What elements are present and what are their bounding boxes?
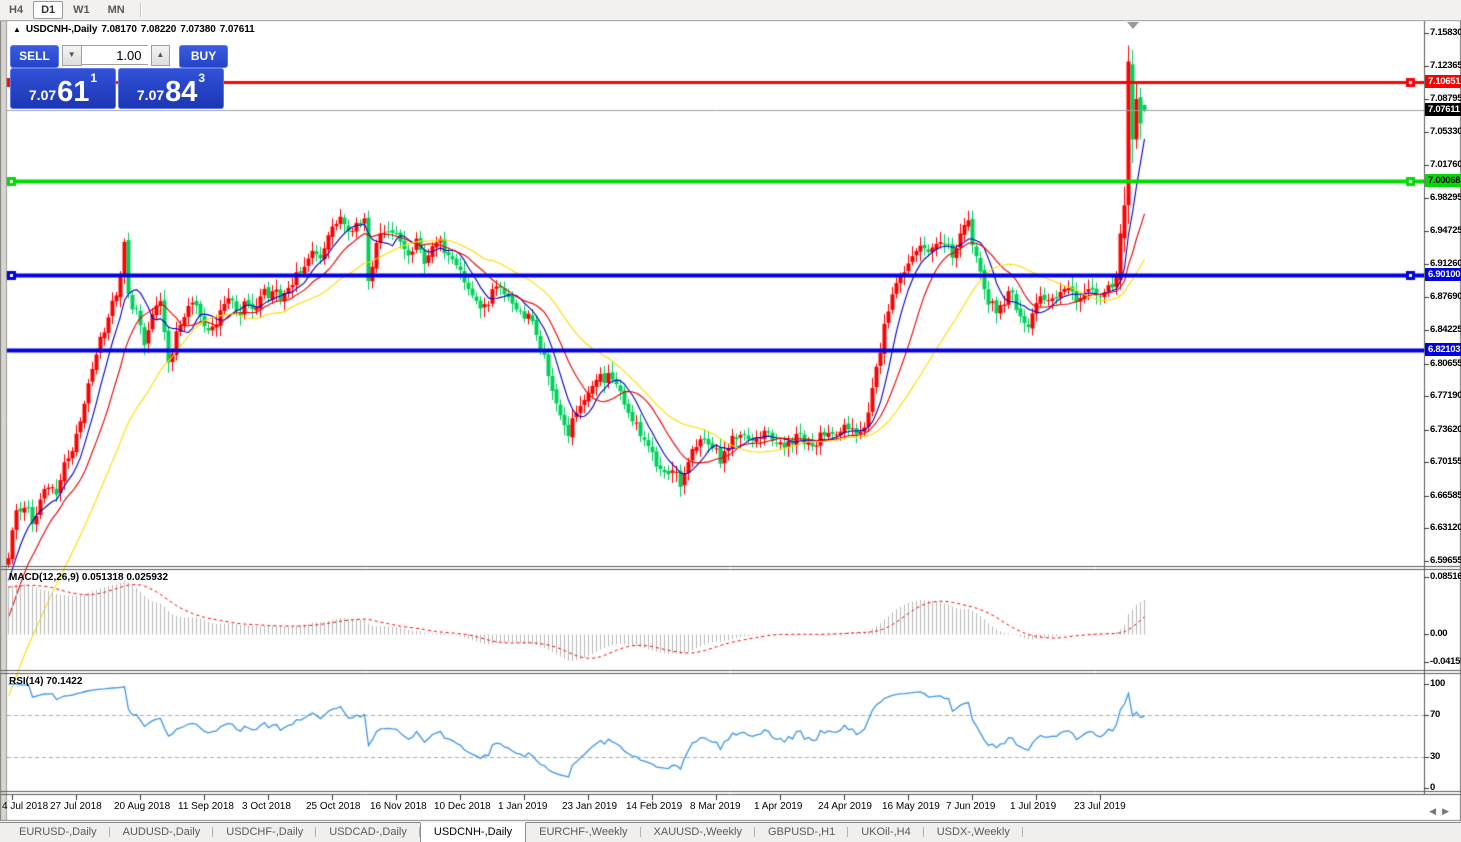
ohlc-low: 7.07380 [180, 24, 216, 35]
level-price-badge: 6.82103 [1425, 343, 1461, 356]
volume-input[interactable] [81, 45, 148, 65]
date-axis-label: 1 Jul 2019 [1010, 801, 1057, 812]
volume-increase-button[interactable]: ▲ [150, 45, 171, 66]
buy-price-big: 84 [165, 76, 198, 108]
price-tick-label: 6.87690 [1430, 291, 1461, 303]
chart-scroll-arrows[interactable]: ◀▶ [1429, 806, 1455, 817]
chart-tab-audusd[interactable]: AUDUSD-,Daily [110, 823, 214, 842]
scroll-left-icon: ◀ [1429, 806, 1443, 816]
date-axis-label: 3 Oct 2018 [242, 801, 291, 812]
date-axis-label: 8 Mar 2019 [690, 801, 741, 812]
date-axis-label: 20 Aug 2018 [114, 801, 171, 812]
level-price-badge: 7.00068 [1425, 174, 1461, 187]
macd-value-signal: 0.025932 [126, 572, 169, 583]
scroll-right-icon: ▶ [1442, 806, 1455, 816]
chart-tab-xauusd[interactable]: XAUUSD-,Weekly [641, 823, 756, 842]
price-tick-label: 7.05330 [1430, 125, 1461, 137]
chart-tab-eurusd[interactable]: EURUSD-,Daily [6, 823, 110, 842]
sell-price-box[interactable]: 7.07 61 1 [10, 68, 116, 109]
price-tick-label: 7.12365 [1430, 59, 1461, 71]
one-click-trade-panel: SELL ▼ ▲ BUY 7.07 61 1 7.07 84 3 [10, 45, 228, 109]
rsi-axis-label: 30 [1430, 750, 1440, 762]
price-tick-label: 6.73620 [1430, 423, 1461, 435]
timeframe-button-d1[interactable]: D1 [33, 1, 64, 19]
macd-axis-label: 0.085164 [1430, 570, 1461, 582]
price-tick-label: 6.84225 [1430, 324, 1461, 336]
date-axis-label: 1 Apr 2019 [754, 801, 803, 812]
price-tick-label: 7.08795 [1430, 93, 1461, 105]
chart-ohlc-header: ▲ USDCNH-,Daily 7.08170 7.08220 7.07380 7.076… [13, 24, 259, 35]
ohlc-high: 7.08220 [140, 24, 177, 35]
price-tick-label: 6.70155 [1430, 456, 1461, 468]
date-axis-label: 23 Jan 2019 [562, 801, 618, 812]
macd-axis-label: 0.00 [1430, 628, 1448, 639]
price-tick-label: 6.91260 [1430, 257, 1461, 269]
last-bar-marker-icon [1127, 22, 1139, 29]
sell-price-base: 7.07 [28, 87, 57, 103]
rsi-axis-label: 0 [1430, 782, 1435, 793]
chart-tab-usdcad[interactable]: USDCAD-,Daily [316, 823, 420, 842]
buy-price-box[interactable]: 7.07 84 3 [118, 68, 224, 109]
date-axis-label: 16 Nov 2018 [370, 801, 427, 812]
collapse-triangle-icon[interactable]: ▲ [13, 25, 21, 34]
price-tick-label: 6.77190 [1430, 390, 1461, 402]
price-tick-label: 6.59655 [1430, 555, 1461, 566]
chart-tab-usdx[interactable]: USDX-,Weekly [924, 823, 1024, 842]
date-axis-label: 1 Jan 2019 [498, 801, 548, 812]
sell-price-sup: 1 [90, 71, 98, 85]
current-price-badge: 7.07611 [1425, 103, 1461, 116]
price-tick-label: 6.63120 [1430, 522, 1461, 534]
price-tick-label: 7.01760 [1430, 159, 1461, 171]
chart-tab-bar: EURUSD-,Daily AUDUSD-,Daily USDCHF-,Daily U… [0, 822, 1461, 842]
macd-axis-label: -0.04159 [1430, 655, 1461, 667]
date-axis-label: 4 Jul 2018 [2, 801, 49, 812]
date-axis-label: 11 Sep 2018 [178, 801, 234, 812]
chart-tab-ukoil[interactable]: UKOil-,H4 [848, 823, 924, 842]
chart-tab-usdchf[interactable]: USDCHF-,Daily [213, 823, 317, 842]
buy-price-base: 7.07 [136, 87, 165, 103]
date-axis-label: 24 Apr 2019 [818, 801, 872, 812]
timeframe-button-mn[interactable]: MN [107, 4, 125, 16]
chart-tab-eurchf[interactable]: EURCHF-,Weekly [526, 823, 641, 842]
buy-price-sup: 3 [198, 71, 206, 85]
volume-decrease-button[interactable]: ▼ [61, 45, 82, 66]
date-axis-label: 23 Jul 2019 [1074, 801, 1126, 812]
date-axis-label: 25 Oct 2018 [306, 801, 361, 812]
sell-price-big: 61 [57, 76, 90, 108]
sell-button[interactable]: SELL [10, 45, 59, 68]
ohlc-open: 7.08170 [101, 24, 137, 35]
timeframe-toolbar: H4 D1 W1 MN [0, 0, 1461, 21]
date-axis-label: 14 Feb 2019 [626, 801, 683, 812]
timeframe-button-h4[interactable]: H4 [9, 4, 24, 16]
price-tick-label: 7.15830 [1430, 27, 1461, 38]
price-tick-label: 6.94725 [1430, 225, 1461, 237]
chart-tab-usdcnh[interactable]: USDCNH-,Daily [419, 822, 527, 842]
price-tick-label: 6.98295 [1430, 191, 1461, 203]
level-price-badge: 7.10651 [1425, 75, 1461, 88]
macd-label: MACD(12,26,9) 0.051318 0.025932 [9, 572, 169, 583]
macd-value-main: 0.051318 [81, 572, 124, 583]
chart-tab-gbpusd[interactable]: GBPUSD-,H1 [755, 823, 849, 842]
date-axis-label: 7 Jun 2019 [946, 801, 996, 812]
price-tick-label: 6.66585 [1430, 489, 1461, 501]
symbol-title: USDCNH-,Daily [25, 24, 98, 35]
ohlc-close: 7.07611 [219, 24, 255, 35]
rsi-label: RSI(14) 70.1422 [9, 676, 83, 687]
rsi-value: 70.1422 [46, 676, 83, 687]
level-price-badge: 6.90100 [1425, 268, 1461, 281]
date-axis-label: 27 Jul 2018 [50, 801, 102, 812]
rsi-axis-label: 100 [1430, 678, 1445, 689]
timeframe-button-w1[interactable]: W1 [73, 4, 90, 16]
price-tick-label: 6.80655 [1430, 357, 1461, 369]
date-axis-label: 10 Dec 2018 [434, 801, 491, 812]
toolbar-separator [139, 3, 142, 17]
buy-button[interactable]: BUY [179, 45, 228, 68]
rsi-axis-label: 70 [1430, 709, 1440, 721]
date-axis-label: 16 May 2019 [882, 801, 940, 812]
